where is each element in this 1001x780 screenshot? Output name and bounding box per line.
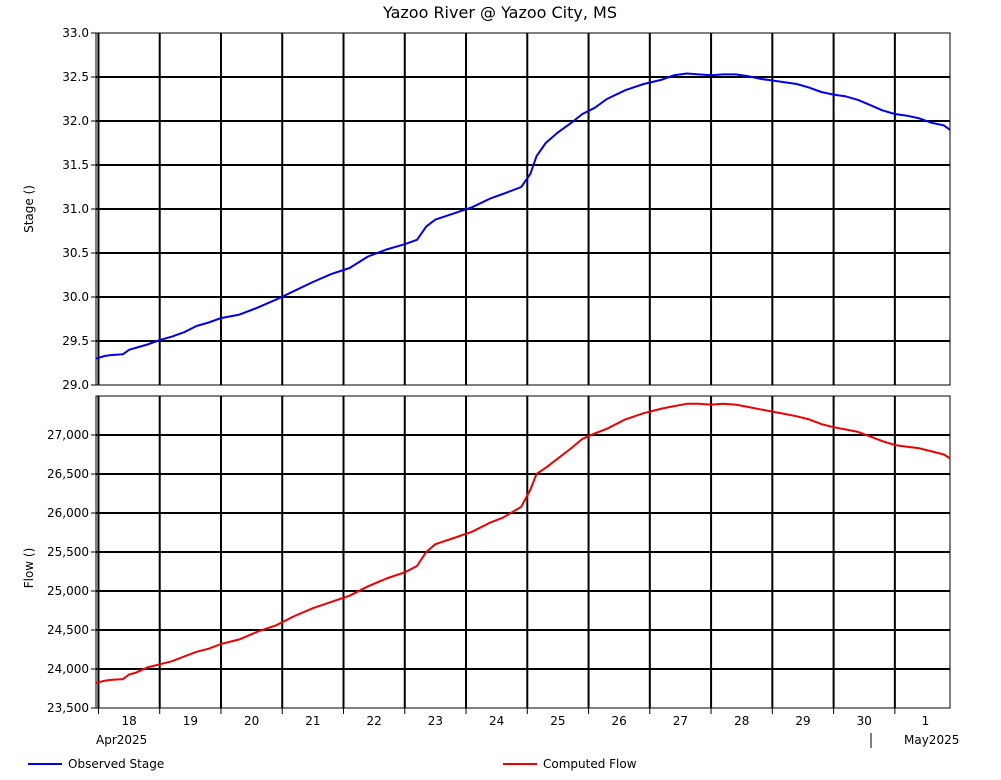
y-tick-label: 26,500 (47, 467, 89, 481)
flow-grid (96, 396, 950, 708)
x-tick-label: 21 (305, 714, 320, 728)
y-tick-label: 23,500 (47, 701, 89, 715)
x-tick-label: 25 (550, 714, 565, 728)
x-tick-label: 28 (734, 714, 749, 728)
y-tick-label: 26,000 (47, 506, 89, 520)
x-tick-label: 23 (428, 714, 443, 728)
y-tick-label: 32.5 (62, 70, 89, 84)
x-tick-label: 19 (183, 714, 198, 728)
y-tick-label: 25,500 (47, 545, 89, 559)
legend-label-observed-stage: Observed Stage (68, 757, 164, 771)
legend: Observed Stage Computed Flow (28, 757, 637, 771)
y-tick-label: 29.0 (62, 378, 89, 392)
x-tick-label: 26 (612, 714, 627, 728)
y-tick-label: 29.5 (62, 334, 89, 348)
y-tick-label: 24,500 (47, 623, 89, 637)
x-tick-label: 30 (857, 714, 872, 728)
y-tick-label: 30.5 (62, 246, 89, 260)
x-axis: 18 19 20 21 22 23 24 25 26 27 28 29 30 1 Apr2025 May2… (96, 708, 959, 748)
x-tick-label: 29 (795, 714, 810, 728)
stage-y-axis-label: Stage () (22, 185, 36, 233)
flow-y-ticks: 23,500 24,000 24,500 25,000 25,500 26,000 26,5… (47, 428, 96, 715)
y-tick-label: 25,000 (47, 584, 89, 598)
stage-grid (96, 33, 950, 385)
flow-series (95, 402, 951, 684)
series-line (95, 402, 951, 684)
x-tick-labels: 18 19 20 21 22 23 24 25 26 27 28 29 30 1 (97, 708, 930, 728)
legend-label-computed-flow: Computed Flow (543, 757, 637, 771)
stage-panel: 29.0 29.5 30.0 30.5 31.0 31.5 32.0 32.5 33.0 Sta… (22, 26, 951, 392)
flow-y-axis-label: Flow () (22, 548, 36, 589)
y-tick-label: 31.5 (62, 158, 89, 172)
y-tick-label: 27,000 (47, 428, 89, 442)
x-tick-label: 18 (121, 714, 136, 728)
x-tick-label: 24 (489, 714, 504, 728)
y-tick-label: 30.0 (62, 290, 89, 304)
stage-y-ticks: 29.0 29.5 30.0 30.5 31.0 31.5 32.0 32.5 33.0 (62, 26, 96, 392)
x-tick-label: 27 (673, 714, 688, 728)
x-tick-label: 20 (244, 714, 259, 728)
x-tick-label: 22 (366, 714, 381, 728)
chart-title: Yazoo River @ Yazoo City, MS (382, 3, 617, 22)
flow-panel: 23,500 24,000 24,500 25,000 25,500 26,000 26,5… (22, 395, 951, 715)
x-tick-label: 1 (922, 714, 930, 728)
y-tick-label: 32.0 (62, 114, 89, 128)
stage-series (95, 72, 951, 360)
x-sublabel-apr2025: Apr2025 (96, 733, 147, 747)
y-tick-label: 24,000 (47, 662, 89, 676)
y-tick-label: 31.0 (62, 202, 89, 216)
x-sublabel-may2025: May2025 (904, 733, 959, 747)
series-line (95, 72, 951, 360)
y-tick-label: 33.0 (62, 26, 89, 40)
